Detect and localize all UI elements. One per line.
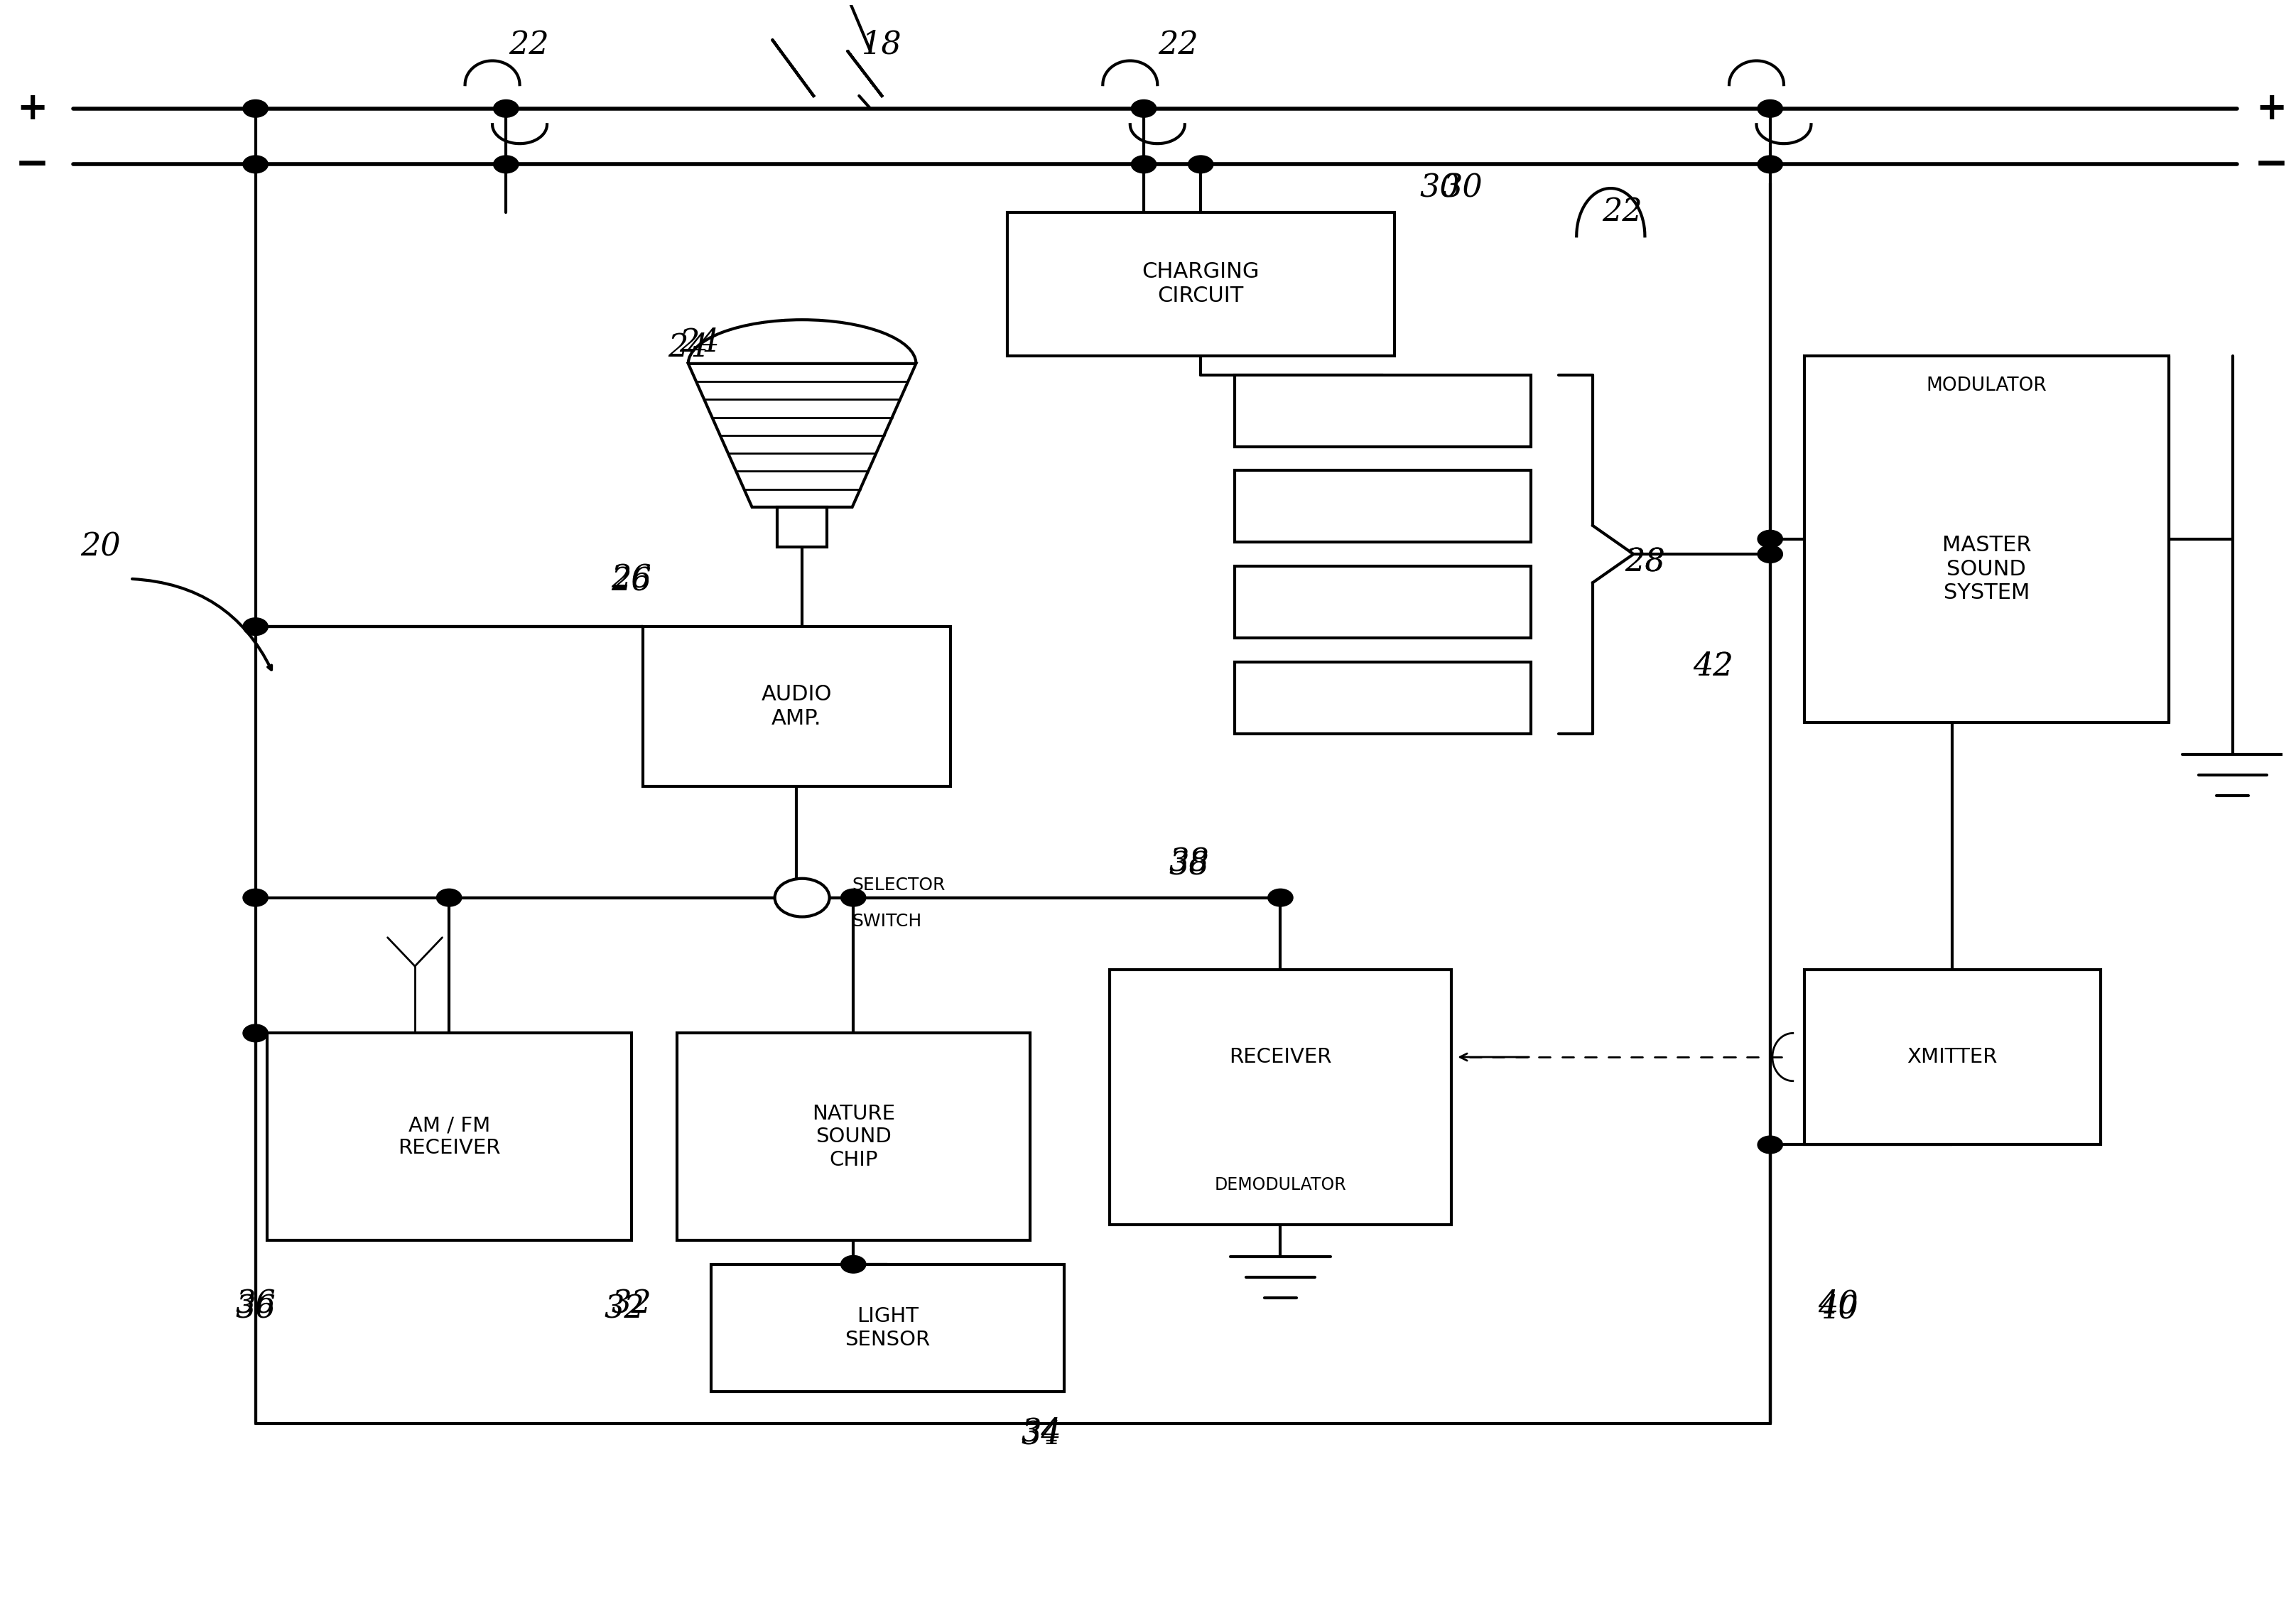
Text: MODULATOR: MODULATOR bbox=[1926, 377, 2046, 395]
Text: 30: 30 bbox=[1442, 173, 1483, 204]
Text: 26: 26 bbox=[611, 563, 652, 593]
Text: 24: 24 bbox=[680, 327, 719, 358]
Circle shape bbox=[494, 156, 519, 173]
Circle shape bbox=[243, 618, 269, 635]
Polygon shape bbox=[689, 364, 916, 507]
Circle shape bbox=[1267, 889, 1293, 906]
Text: 38: 38 bbox=[1169, 850, 1210, 881]
Text: −: − bbox=[14, 144, 51, 184]
Text: +: + bbox=[16, 90, 48, 127]
Circle shape bbox=[840, 1256, 866, 1274]
Text: 40: 40 bbox=[1818, 1293, 1860, 1325]
Circle shape bbox=[243, 1025, 269, 1043]
Text: AUDIO
AMP.: AUDIO AMP. bbox=[760, 685, 831, 728]
Text: 36: 36 bbox=[234, 1293, 276, 1325]
Text: 36: 36 bbox=[234, 1290, 276, 1320]
Text: +: + bbox=[2255, 90, 2287, 127]
Bar bbox=[1109, 969, 1451, 1224]
Text: AM / FM
RECEIVER: AM / FM RECEIVER bbox=[397, 1115, 501, 1158]
Text: 40: 40 bbox=[1818, 1290, 1860, 1320]
Text: 34: 34 bbox=[1022, 1420, 1061, 1450]
Circle shape bbox=[1759, 1136, 1782, 1153]
Text: −: − bbox=[2255, 144, 2289, 184]
Circle shape bbox=[1132, 156, 1157, 173]
Text: MASTER
SOUND
SYSTEM: MASTER SOUND SYSTEM bbox=[1942, 536, 2032, 603]
Text: 18: 18 bbox=[861, 29, 902, 59]
Bar bbox=[1235, 470, 1531, 542]
Bar bbox=[712, 1264, 1063, 1392]
Text: CHARGING
CIRCUIT: CHARGING CIRCUIT bbox=[1141, 261, 1261, 306]
Circle shape bbox=[243, 889, 269, 906]
Text: SELECTOR: SELECTOR bbox=[852, 876, 946, 893]
Bar bbox=[1008, 212, 1394, 356]
Text: 32: 32 bbox=[611, 1290, 652, 1320]
Bar bbox=[677, 1033, 1031, 1240]
Circle shape bbox=[1189, 156, 1212, 173]
Bar bbox=[1805, 969, 2101, 1145]
Text: 26: 26 bbox=[611, 566, 652, 597]
Text: 24: 24 bbox=[668, 332, 709, 363]
Bar bbox=[643, 627, 951, 786]
Text: 30: 30 bbox=[1419, 173, 1460, 204]
Text: 22: 22 bbox=[1603, 197, 1642, 228]
Text: SWITCH: SWITCH bbox=[852, 913, 923, 930]
Text: 42: 42 bbox=[1692, 651, 1733, 682]
Circle shape bbox=[1759, 99, 1782, 117]
Text: DEMODULATOR: DEMODULATOR bbox=[1215, 1176, 1345, 1193]
Text: 34: 34 bbox=[1022, 1416, 1061, 1447]
Text: 20: 20 bbox=[80, 531, 122, 563]
Text: LIGHT
SENSOR: LIGHT SENSOR bbox=[845, 1307, 930, 1349]
Text: 28: 28 bbox=[1626, 547, 1665, 577]
Text: XMITTER: XMITTER bbox=[1908, 1047, 1998, 1067]
Circle shape bbox=[436, 889, 461, 906]
Circle shape bbox=[1759, 531, 1782, 547]
Text: 38: 38 bbox=[1169, 847, 1210, 877]
Circle shape bbox=[1759, 545, 1782, 563]
Bar bbox=[1235, 375, 1531, 446]
Circle shape bbox=[243, 156, 269, 173]
Circle shape bbox=[243, 99, 269, 117]
Bar bbox=[1235, 566, 1531, 638]
Text: 22: 22 bbox=[510, 29, 549, 59]
Circle shape bbox=[1759, 156, 1782, 173]
Text: NATURE
SOUND
CHIP: NATURE SOUND CHIP bbox=[813, 1104, 895, 1169]
Bar bbox=[776, 507, 827, 547]
Circle shape bbox=[840, 889, 866, 906]
Text: 32: 32 bbox=[604, 1293, 645, 1325]
Text: 28: 28 bbox=[1626, 547, 1665, 577]
Circle shape bbox=[774, 879, 829, 917]
Text: RECEIVER: RECEIVER bbox=[1228, 1047, 1332, 1067]
Bar bbox=[1805, 356, 2170, 722]
Text: 42: 42 bbox=[1692, 651, 1733, 682]
Circle shape bbox=[1132, 99, 1157, 117]
Circle shape bbox=[494, 99, 519, 117]
Bar bbox=[266, 1033, 631, 1240]
Text: 22: 22 bbox=[1157, 29, 1199, 59]
Bar bbox=[1235, 662, 1531, 733]
